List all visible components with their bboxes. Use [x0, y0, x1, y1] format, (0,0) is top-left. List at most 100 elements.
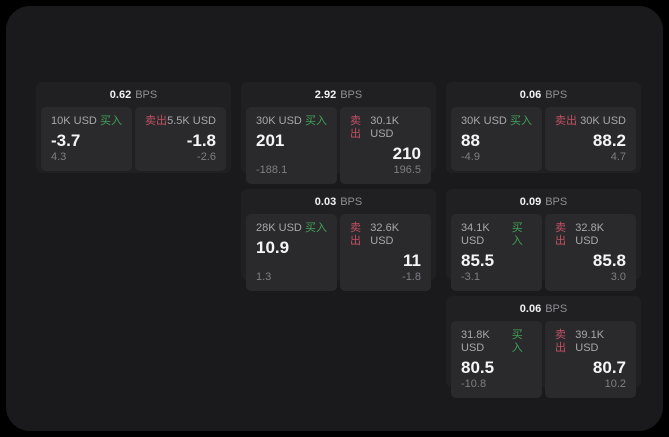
sell-price: 210	[392, 144, 421, 163]
bps-header: 0.06 BPS	[446, 82, 641, 107]
buy-change: -10.8	[461, 378, 487, 390]
buy-panel-top: 30K USD 买入	[461, 115, 532, 128]
sell-change: 4.7	[610, 151, 626, 163]
buy-price: 201	[256, 131, 285, 150]
sell-price: 80.7	[592, 358, 626, 377]
buy-panel-top: 31.8K USD 买入	[461, 329, 532, 355]
buy-price: 10.9	[256, 238, 290, 257]
sell-panel-top: 卖出 5.5K USD	[145, 115, 216, 128]
sell-label: 卖出	[350, 115, 361, 140]
buy-label: 买入	[305, 115, 327, 127]
sell-price: 11	[403, 251, 421, 270]
sell-panel-top: 卖出 39.1K USD	[555, 329, 626, 355]
buy-panel-top: 28K USD 买入	[256, 222, 327, 235]
sell-panel-top: 卖出 30.1K USD	[350, 115, 421, 141]
buy-price: 85.5	[461, 251, 495, 270]
buy-change: -4.9	[461, 151, 480, 163]
quote-card: 0.03 BPS 28K USD 买入 10.9 1.3 卖出 32.6K US…	[241, 189, 436, 291]
sell-amount: 30K USD	[580, 115, 626, 127]
quote-board: 0.62 BPS 10K USD 买入 -3.7 4.3 卖出 5.5K USD	[36, 82, 641, 398]
buy-panel[interactable]: 10K USD 买入 -3.7 4.3	[41, 107, 132, 171]
buy-panel-top: 30K USD 买入	[256, 115, 327, 128]
sell-label: 卖出	[350, 222, 361, 247]
buy-amount: 10K USD	[51, 115, 97, 127]
buy-amount: 30K USD	[256, 115, 302, 127]
buy-change: -188.1	[256, 164, 288, 176]
quote-panels: 30K USD 买入 201 -188.1 卖出 30.1K USD 210 1…	[241, 107, 436, 189]
sell-amount: 39.1K USD	[575, 329, 605, 354]
sell-panel-top: 卖出 30K USD	[555, 115, 626, 128]
sell-panel[interactable]: 卖出 30.1K USD 210 196.5	[340, 107, 431, 184]
quote-card: 0.09 BPS 34.1K USD 买入 85.5 -3.1 卖出 32.8K…	[446, 189, 641, 291]
buy-change: -3.1	[461, 271, 480, 283]
bps-header: 0.62 BPS	[36, 82, 231, 107]
sell-amount: 5.5K USD	[167, 115, 216, 127]
bps-unit-label: BPS	[340, 88, 363, 101]
quote-panels: 10K USD 买入 -3.7 4.3 卖出 5.5K USD -1.8 -2.…	[36, 107, 231, 176]
buy-change: 4.3	[51, 151, 67, 163]
buy-amount: 30K USD	[461, 115, 507, 127]
buy-label: 买入	[100, 115, 122, 127]
sell-panel[interactable]: 卖出 32.8K USD 85.8 3.0	[545, 214, 636, 291]
bps-header: 0.06 BPS	[446, 296, 641, 321]
sell-change: 196.5	[393, 164, 421, 176]
bps-header: 0.09 BPS	[446, 189, 641, 214]
bps-value: 0.03	[314, 195, 337, 208]
bps-unit-label: BPS	[545, 88, 568, 101]
quote-card: 0.06 BPS 31.8K USD 买入 80.5 -10.8 卖出 39.1…	[446, 296, 641, 398]
sell-amount: 32.8K USD	[575, 222, 605, 247]
bps-unit-label: BPS	[135, 88, 158, 101]
bps-unit-label: BPS	[340, 195, 363, 208]
sell-panel[interactable]: 卖出 39.1K USD 80.7 10.2	[545, 321, 636, 398]
buy-panel-top: 10K USD 买入	[51, 115, 122, 128]
bps-value: 0.09	[519, 195, 542, 208]
sell-label: 卖出	[555, 115, 577, 127]
sell-label: 卖出	[555, 222, 566, 247]
sell-label: 卖出	[555, 329, 566, 354]
app-surface: 0.62 BPS 10K USD 买入 -3.7 4.3 卖出 5.5K USD	[6, 6, 663, 431]
bps-header: 0.03 BPS	[241, 189, 436, 214]
sell-panel[interactable]: 卖出 30K USD 88.2 4.7	[545, 107, 636, 171]
sell-panel[interactable]: 卖出 32.6K USD 11 -1.8	[340, 214, 431, 291]
sell-price: 85.8	[592, 251, 626, 270]
buy-label: 买入	[511, 222, 523, 247]
quote-panels: 28K USD 买入 10.9 1.3 卖出 32.6K USD 11 -1.8	[241, 214, 436, 296]
buy-panel[interactable]: 31.8K USD 买入 80.5 -10.8	[451, 321, 542, 398]
buy-amount: 31.8K USD	[461, 329, 490, 354]
sell-panel-top: 卖出 32.8K USD	[555, 222, 626, 248]
sell-price: -1.8	[186, 131, 216, 150]
buy-panel-top: 34.1K USD 买入	[461, 222, 532, 248]
quote-card: 0.62 BPS 10K USD 买入 -3.7 4.3 卖出 5.5K USD	[36, 82, 231, 173]
quote-card: 0.06 BPS 30K USD 买入 88 -4.9 卖出 30K USD	[446, 82, 641, 173]
bps-value: 0.62	[109, 88, 132, 101]
sell-price: 88.2	[592, 131, 626, 150]
quote-card: 2.92 BPS 30K USD 买入 201 -188.1 卖出 30.1K …	[241, 82, 436, 184]
buy-panel[interactable]: 30K USD 买入 201 -188.1	[246, 107, 337, 184]
bps-value: 2.92	[314, 88, 337, 101]
sell-label: 卖出	[145, 115, 167, 127]
buy-label: 买入	[511, 329, 523, 354]
buy-amount: 28K USD	[256, 222, 302, 234]
bps-value: 0.06	[519, 302, 542, 315]
sell-amount: 30.1K USD	[370, 115, 400, 140]
quote-panels: 34.1K USD 买入 85.5 -3.1 卖出 32.8K USD 85.8…	[446, 214, 641, 296]
quote-panels: 30K USD 买入 88 -4.9 卖出 30K USD 88.2 4.7	[446, 107, 641, 176]
sell-change: -2.6	[197, 151, 216, 163]
buy-panel[interactable]: 28K USD 买入 10.9 1.3	[246, 214, 337, 291]
bps-unit-label: BPS	[545, 195, 568, 208]
quote-panels: 31.8K USD 买入 80.5 -10.8 卖出 39.1K USD 80.…	[446, 321, 641, 403]
bps-unit-label: BPS	[545, 302, 568, 315]
buy-change: 1.3	[256, 271, 272, 283]
buy-price: -3.7	[51, 131, 81, 150]
buy-label: 买入	[305, 222, 327, 234]
buy-price: 80.5	[461, 358, 495, 377]
buy-label: 买入	[510, 115, 532, 127]
buy-panel[interactable]: 34.1K USD 买入 85.5 -3.1	[451, 214, 542, 291]
buy-panel[interactable]: 30K USD 买入 88 -4.9	[451, 107, 542, 171]
buy-amount: 34.1K USD	[461, 222, 490, 247]
sell-change: 3.0	[610, 271, 626, 283]
sell-change: 10.2	[604, 378, 626, 390]
sell-amount: 32.6K USD	[370, 222, 400, 247]
bps-value: 0.06	[519, 88, 542, 101]
sell-panel[interactable]: 卖出 5.5K USD -1.8 -2.6	[135, 107, 226, 171]
